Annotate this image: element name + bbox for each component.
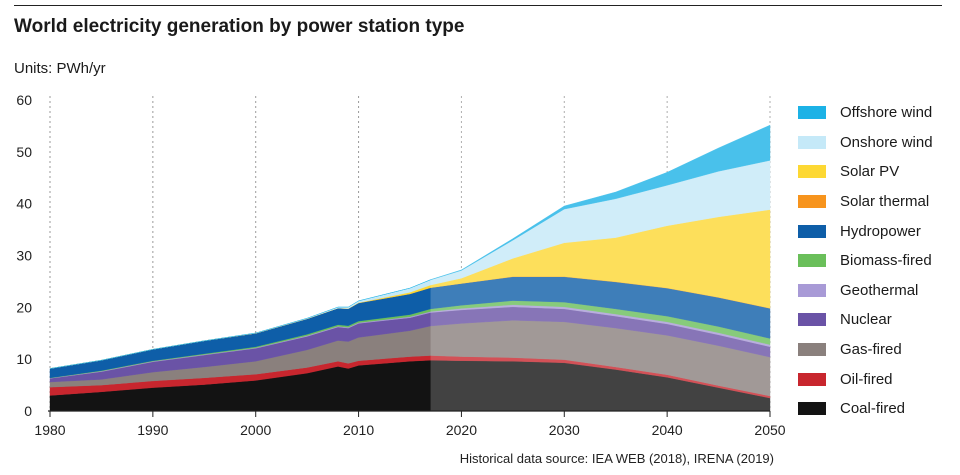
legend-item-solar-thermal: Solar thermal: [798, 187, 933, 217]
legend-label-gas-fired: Gas-fired: [840, 341, 902, 359]
legend-item-oil-fired: Oil-fired: [798, 364, 933, 394]
stacked-areas: [49, 124, 771, 412]
x-tick-label-5: 2030: [549, 422, 580, 438]
legend-item-offshore-wind: Offshore wind: [798, 98, 933, 128]
units-label: Units: PWh/yr: [14, 60, 106, 77]
legend-item-hydropower: Hydropower: [798, 216, 933, 246]
legend-item-solar-pv: Solar PV: [798, 157, 933, 187]
legend-swatch-gas-fired: [798, 343, 826, 357]
legend-label-offshore-wind: Offshore wind: [840, 104, 933, 122]
legend-item-onshore-wind: Onshore wind: [798, 128, 933, 158]
y-tick-label-3: 30: [16, 248, 32, 264]
area-offshore-wind: [49, 124, 771, 369]
x-tick-label-4: 2020: [446, 422, 477, 438]
y-tick-label-0: 0: [24, 403, 32, 419]
legend-item-nuclear: Nuclear: [798, 305, 933, 335]
source-note: Historical data source: IEA WEB (2018), …: [459, 451, 774, 466]
legend-swatch-geothermal: [798, 283, 826, 297]
chart-title: World electricity generation by power st…: [14, 16, 465, 37]
legend-swatch-coal-fired: [798, 402, 826, 416]
legend-label-geothermal: Geothermal: [840, 281, 919, 299]
y-tick-label-2: 20: [16, 299, 32, 315]
chart-legend: Offshore wind Onshore wind Solar PV Solar t…: [798, 98, 933, 424]
legend-label-solar-thermal: Solar thermal: [840, 193, 930, 211]
legend-label-nuclear: Nuclear: [840, 311, 892, 329]
x-tick-label-2: 2000: [240, 422, 271, 438]
legend-swatch-hydropower: [798, 224, 826, 238]
legend-swatch-biomass-fired: [798, 254, 826, 268]
legend-label-coal-fired: Coal-fired: [840, 400, 906, 418]
legend-item-coal-fired: Coal-fired: [798, 394, 933, 424]
legend-label-oil-fired: Oil-fired: [840, 370, 893, 388]
legend-label-biomass-fired: Biomass-fired: [840, 252, 932, 270]
legend-swatch-onshore-wind: [798, 135, 826, 149]
x-tick-label-6: 2040: [652, 422, 683, 438]
x-tick-label-1: 1990: [137, 422, 168, 438]
legend-swatch-nuclear: [798, 313, 826, 327]
y-tick-label-5: 50: [16, 144, 32, 160]
legend-swatch-offshore-wind: [798, 106, 826, 120]
legend-label-onshore-wind: Onshore wind: [840, 133, 933, 151]
legend-item-gas-fired: Gas-fired: [798, 335, 933, 365]
y-tick-label-1: 10: [16, 351, 32, 367]
projection-shade: [430, 90, 772, 411]
forecast-overlay: [430, 90, 772, 411]
y-tick-label-6: 60: [16, 92, 32, 108]
legend-swatch-solar-thermal: [798, 195, 826, 209]
legend-item-biomass-fired: Biomass-fired: [798, 246, 933, 276]
legend-swatch-oil-fired: [798, 372, 826, 386]
legend-item-geothermal: Geothermal: [798, 276, 933, 306]
top-rule: [14, 5, 942, 6]
legend-swatch-solar-pv: [798, 165, 826, 179]
y-tick-label-4: 40: [16, 196, 32, 212]
x-tick-label-3: 2010: [343, 422, 374, 438]
legend-label-hydropower: Hydropower: [840, 222, 921, 240]
legend-label-solar-pv: Solar PV: [840, 163, 900, 181]
x-tick-label-7: 2050: [754, 422, 785, 438]
x-tick-label-0: 1980: [34, 422, 65, 438]
